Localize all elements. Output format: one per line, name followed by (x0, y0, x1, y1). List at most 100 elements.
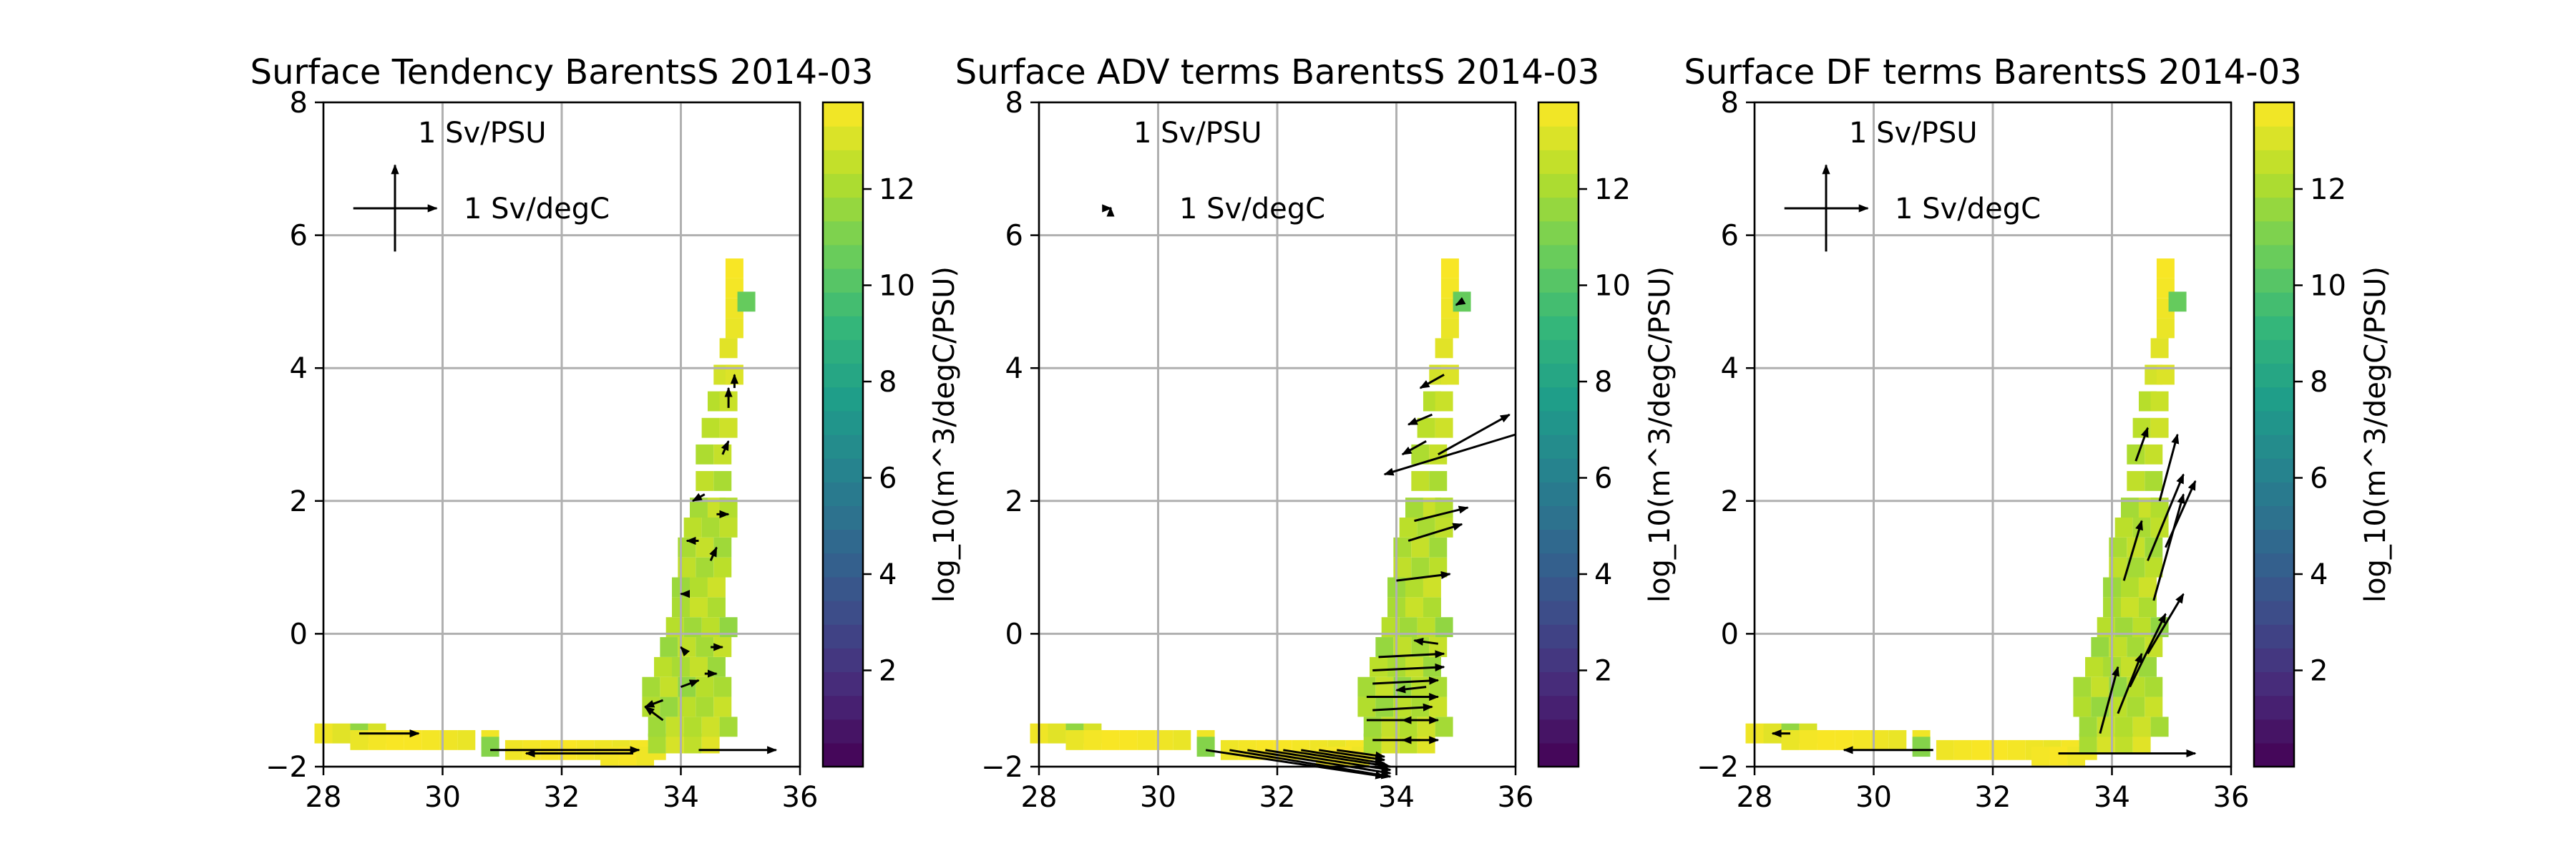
colorbar-frame (821, 101, 864, 768)
heatmap-cell (2150, 338, 2169, 359)
heatmap-cell (689, 597, 708, 618)
flux-arrow (1401, 440, 1427, 456)
colorbar-label: log_10(m^3/degC/PSU) (1644, 266, 1677, 603)
heatmap-cell (2091, 676, 2109, 697)
heatmap-cell (660, 676, 678, 697)
colorbar-swatch (1538, 220, 1579, 246)
y-tick-label: −2 (981, 751, 1023, 784)
flux-arrow (680, 646, 691, 657)
flux-arrow (1372, 703, 1433, 712)
x-tick-label: 34 (663, 781, 699, 814)
colorbar-swatch (2254, 244, 2294, 269)
colorbar-swatch (1538, 576, 1579, 601)
y-tick-label: 2 (290, 485, 308, 518)
flux-arrow (2129, 613, 2167, 688)
heatmap-cell (696, 471, 714, 491)
colorbar-swatch (1538, 126, 1579, 150)
colorbar-tick-label: 12 (879, 173, 915, 206)
colorbar-tick-label: 8 (1594, 366, 1612, 399)
x-tick-label: 30 (1140, 781, 1176, 814)
heatmap-cell (1435, 391, 1453, 412)
colorbar-swatch (1538, 150, 1579, 175)
flux-arrow (1205, 749, 1386, 780)
colorbar-swatch (1538, 435, 1579, 459)
heatmap-cell (2145, 444, 2163, 465)
heatmap-cell (696, 444, 714, 465)
colorbar-tick-label: 2 (2310, 655, 2328, 688)
heatmap-cell (683, 717, 702, 737)
x-tick-label: 30 (1855, 781, 1892, 814)
heatmap-cell (713, 557, 732, 578)
y-tick-label: 0 (1005, 618, 1023, 651)
flux-arrow (2147, 593, 2185, 655)
heatmap-cell (725, 258, 743, 278)
colorbar-swatch (823, 695, 863, 720)
x-tick-label: 28 (1737, 781, 1773, 814)
flux-arrow (644, 706, 664, 722)
y-tick-label: 6 (1721, 220, 1739, 253)
heatmap-cell (654, 656, 673, 677)
heatmap-cell (2127, 471, 2145, 491)
heatmap-cell (642, 676, 660, 697)
colorbar-swatch (1538, 601, 1579, 625)
axis-ticks: 28 30 32 34 36 −2 0 2 4 6 8 (1697, 87, 2249, 814)
heatmap-cell (421, 729, 440, 750)
colorbar: 2 4 6 8 10 12 (821, 101, 915, 768)
colorbar-swatch (823, 150, 863, 175)
flux-arrow (1438, 413, 1511, 456)
y-tick-label: 8 (1721, 87, 1739, 120)
colorbar-tick-label: 4 (879, 558, 897, 591)
flux-arrow (1414, 505, 1469, 523)
colorbar-tick-label: 10 (2310, 270, 2346, 303)
flux-arrow (2147, 473, 2185, 561)
heatmap-cell (2120, 597, 2139, 618)
flux-arrow (1413, 637, 1438, 646)
heatmap-cell (1417, 417, 1435, 438)
colorbar-swatch (2254, 387, 2294, 412)
axis-ticks: 28 30 32 34 36 −2 0 2 4 6 8 (265, 87, 818, 814)
heatmap-cell (1440, 318, 1459, 339)
heatmap-cell (713, 676, 732, 697)
flux-arrow (1372, 676, 1440, 685)
heatmap-cell (2145, 471, 2163, 491)
colorbar-swatch (2254, 410, 2294, 435)
heatmap-cell (2127, 697, 2145, 717)
heatmap-cell (1405, 577, 1423, 598)
colorbar-swatch (2254, 339, 2294, 364)
chart-title: Surface ADV terms BarentsS 2014-03 (955, 52, 1600, 92)
colorbar-swatch (823, 458, 863, 482)
flux-arrow (1247, 749, 1392, 776)
colorbar-swatch (823, 197, 863, 222)
flux-arrow (1455, 297, 1466, 306)
colorbar-swatch (823, 576, 863, 601)
heatmap-cell (1429, 471, 1448, 491)
colorbar-swatch (1538, 292, 1579, 316)
flux-arrow (1372, 663, 1445, 671)
heatmap-cell (1048, 723, 1066, 744)
colorbar-swatch (823, 268, 863, 293)
x-tick-label: 36 (2213, 781, 2250, 814)
colorbar-swatch (823, 244, 863, 269)
heatmap-cell (1435, 417, 1453, 438)
flux-arrow (644, 699, 664, 708)
y-tick-label: 0 (1721, 618, 1739, 651)
colorbar-tick-label: 8 (879, 366, 897, 399)
heatmap-cell (1411, 471, 1430, 491)
heatmap-cell (2138, 577, 2157, 598)
colorbar-swatch (823, 410, 863, 435)
colorbar-swatch (1538, 482, 1579, 507)
colorbar-swatch (2254, 624, 2294, 649)
colorbar: 2 4 6 8 10 12 (1537, 101, 1631, 768)
colorbar-swatch (2254, 316, 2294, 341)
heatmap-cell (1065, 729, 1084, 750)
colorbar-swatch (1538, 505, 1579, 530)
colorbar-swatch (1538, 268, 1579, 293)
heatmap-cell (332, 723, 351, 744)
colorbar-swatch (1538, 102, 1579, 127)
heatmap-cell (713, 697, 732, 717)
heatmap-cell (2073, 697, 2092, 717)
flux-arrow (1337, 749, 1386, 759)
flux-arrow (1283, 749, 1392, 770)
colorbar-frame (2253, 101, 2296, 768)
